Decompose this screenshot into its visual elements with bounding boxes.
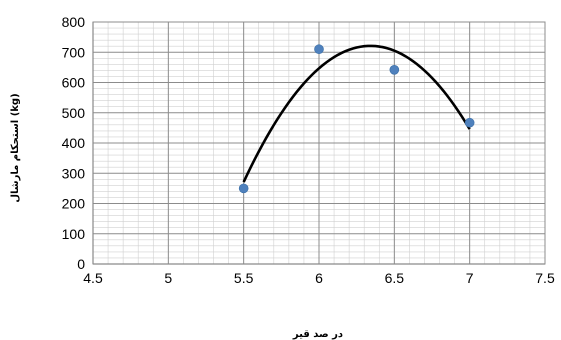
y-tick-label: 400 [62,135,86,151]
y-tick-label: 200 [62,196,86,212]
y-tick-label: 0 [77,256,85,272]
x-tick-label: 5 [164,270,172,286]
y-axis-title: استحکام مارشال (kg) [10,93,21,202]
data-point [238,183,249,194]
y-tick-label: 700 [62,44,86,60]
data-points [238,44,475,194]
tick-labels: 4.5 5 5.5 6 6.5 7 7.5 0 100 200 300 400 500 600 700 800 [62,14,555,286]
x-tick-label: 5.5 [234,270,254,286]
data-point [389,64,400,75]
trendline [242,44,471,183]
y-tick-label: 500 [62,105,86,121]
x-tick-label: 7.5 [535,270,555,286]
y-tick-label: 800 [62,14,86,30]
data-point [464,117,475,128]
x-axis-title: در صد قیر [292,329,343,340]
y-tick-label: 600 [62,75,86,91]
trendline-layer [242,44,471,183]
x-tick-label: 4.5 [83,270,103,286]
plot-area-border [92,21,546,265]
axes [92,21,546,265]
x-tick-label: 7 [466,270,474,286]
x-tick-label: 6 [315,270,323,286]
x-tick-label: 6.5 [385,270,405,286]
data-point [314,44,324,55]
y-tick-label: 300 [62,165,86,181]
y-tick-label: 100 [62,226,86,242]
